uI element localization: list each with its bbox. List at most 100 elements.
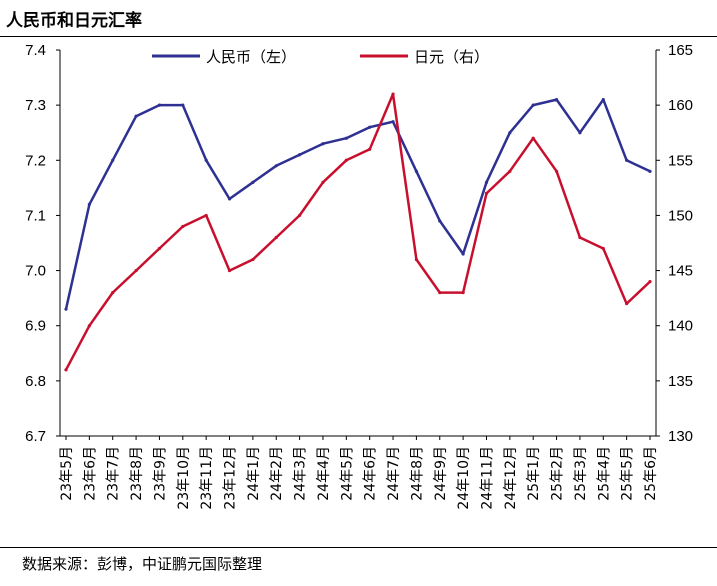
x-tick-label: 24年8月 — [409, 446, 425, 501]
cny-data-point — [508, 131, 512, 135]
cny-data-point — [554, 98, 559, 102]
cny-data-point — [531, 103, 535, 107]
jpy-data-point — [157, 246, 162, 251]
x-tick-label: 24年2月 — [269, 446, 285, 501]
x-tick-label: 24年11月 — [479, 446, 495, 510]
cny-data-point — [227, 197, 232, 201]
legend-label-cny: 人民币（左） — [206, 48, 296, 66]
y-left-tick-label: 7.2 — [25, 152, 46, 169]
jpy-data-point — [531, 136, 535, 140]
cny-data-point — [251, 180, 255, 184]
x-tick-label: 25年6月 — [643, 446, 659, 501]
cny-data-point — [111, 158, 115, 162]
chart-canvas: 6.7 6.8 6.9 7.0 7.1 7.2 7.3 7.4 130 135 140 145 150 1… — [25, 42, 693, 510]
data-source-note: 数据来源：彭博，中证鹏元国际整理 — [22, 555, 263, 573]
x-tick-label: 24年1月 — [246, 446, 262, 501]
jpy-data-point — [414, 257, 418, 262]
y-left-tick-label: 7.3 — [25, 97, 46, 114]
y-left-tick-label: 7.0 — [25, 263, 46, 280]
y-right-tick-label: 135 — [668, 373, 693, 390]
x-tick-label: 25年3月 — [573, 446, 589, 501]
y-left-tick-label: 7.1 — [25, 207, 46, 224]
y-right-tick-label: 155 — [668, 152, 693, 169]
x-tick-label: 24年3月 — [293, 446, 309, 501]
y-right-tick-label: 130 — [668, 428, 693, 445]
x-tick-label: 23年5月 — [59, 446, 75, 501]
x-tick-label: 24年12月 — [503, 446, 519, 510]
jpy-data-point — [181, 224, 185, 229]
jpy-data-point — [601, 246, 605, 251]
y-left-tick-label: 7.4 — [25, 42, 46, 59]
source-rule — [0, 547, 717, 548]
x-tick-label: 23年11月 — [199, 446, 215, 510]
jpy-data-point — [111, 291, 115, 295]
y-left-tick-label: 6.8 — [25, 373, 46, 390]
cny-data-point — [64, 307, 68, 311]
cny-data-point — [484, 180, 489, 184]
jpy-data-point — [368, 147, 372, 151]
cny-data-point — [274, 164, 278, 168]
cny-data-point — [461, 252, 465, 256]
cny-data-point — [157, 103, 162, 107]
cny-data-point — [438, 219, 442, 223]
cny-data-point — [134, 114, 138, 118]
x-tick-label: 24年9月 — [433, 446, 449, 501]
jpy-data-point — [87, 324, 91, 328]
cny-data-point — [204, 158, 208, 162]
x-tick-label: 25年5月 — [620, 446, 636, 501]
jpy-data-point — [578, 235, 582, 240]
cny-data-point — [578, 131, 582, 135]
x-tick-label: 23年7月 — [106, 446, 122, 501]
y-right-tick-label: 145 — [668, 263, 693, 280]
cny-series-line — [64, 98, 651, 310]
cny-data-point — [648, 169, 652, 173]
jpy-series-line — [64, 92, 651, 371]
jpy-data-point — [625, 302, 629, 306]
x-tick-label: 24年5月 — [339, 446, 355, 501]
jpy-data-point — [344, 158, 348, 162]
cny-data-point — [625, 158, 629, 162]
cny-data-point — [344, 136, 348, 140]
jpy-data-point — [461, 291, 465, 295]
title-rule — [0, 36, 717, 37]
jpy-data-point — [484, 191, 489, 195]
cny-data-point — [391, 120, 395, 124]
cny-data-point — [601, 98, 605, 102]
y-left-tick-label: 6.7 — [25, 428, 46, 445]
x-tick-label: 23年9月 — [152, 446, 168, 501]
jpy-data-point — [64, 368, 68, 372]
cny-data-point — [181, 103, 185, 107]
jpy-data-point — [134, 268, 138, 273]
cny-data-point — [298, 153, 302, 157]
x-tick-label: 24年10月 — [456, 446, 472, 510]
jpy-data-point — [508, 169, 512, 173]
x-tick-label: 25年1月 — [526, 446, 542, 501]
y-left-tick-label: 6.9 — [25, 318, 46, 335]
x-tick-label: 24年4月 — [316, 446, 332, 501]
jpy-data-point — [391, 92, 395, 96]
x-tick-label: 25年4月 — [596, 446, 612, 501]
x-tick-label: 23年12月 — [223, 446, 239, 510]
jpy-data-point — [251, 257, 255, 262]
jpy-data-point — [227, 268, 232, 273]
y-right-tick-label: 165 — [668, 42, 693, 59]
jpy-data-point — [204, 213, 208, 218]
x-tick-label: 23年8月 — [129, 446, 145, 501]
y-right-tick-label: 140 — [668, 318, 693, 335]
cny-data-point — [368, 125, 372, 129]
cny-data-point — [414, 169, 418, 173]
legend-label-jpy: 日元（右） — [414, 48, 489, 66]
x-tick-label: 23年10月 — [176, 446, 192, 510]
jpy-data-point — [274, 235, 278, 240]
jpy-data-point — [554, 169, 559, 173]
x-tick-label: 23年6月 — [82, 446, 98, 501]
chart-title: 人民币和日元汇率 — [6, 11, 142, 31]
jpy-data-point — [648, 280, 652, 284]
jpy-data-point — [438, 291, 442, 295]
jpy-data-point — [321, 180, 325, 184]
y-right-tick-label: 160 — [668, 97, 693, 114]
cny-data-point — [87, 202, 91, 206]
cny-data-point — [321, 142, 325, 146]
jpy-data-point — [298, 213, 302, 218]
x-tick-label: 24年7月 — [386, 446, 402, 501]
